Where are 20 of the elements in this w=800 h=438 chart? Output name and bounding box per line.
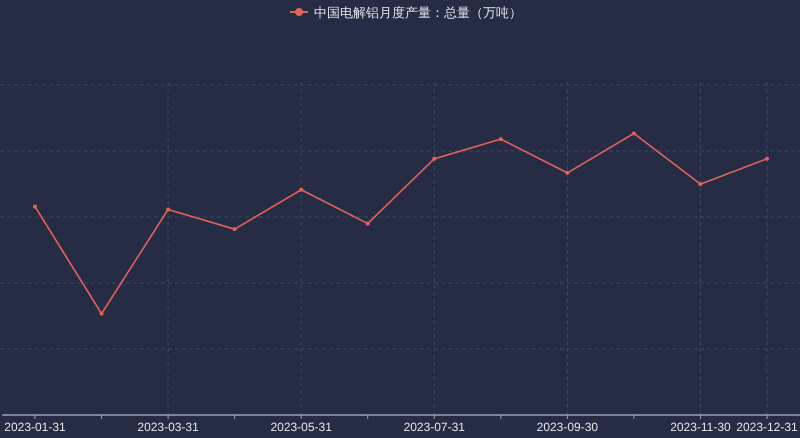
- x-tick-label: 2023-09-30: [536, 420, 598, 434]
- x-tick-label: 2023-07-31: [404, 420, 466, 434]
- point: [765, 156, 769, 161]
- point: [632, 131, 636, 136]
- point: [498, 137, 503, 142]
- legend-label: 中国电解铝月度产量：总量（万吨）: [314, 5, 522, 20]
- point: [232, 227, 237, 232]
- x-tick-label: 2023-05-31: [270, 420, 332, 434]
- point: [100, 312, 104, 316]
- x-tick-label: 2023-03-31: [137, 420, 200, 434]
- point: [33, 204, 37, 209]
- x-tick-label: 2023-12-31: [736, 420, 798, 434]
- point: [698, 182, 702, 186]
- point: [432, 156, 436, 161]
- point: [366, 222, 370, 226]
- point: [565, 170, 570, 175]
- x-tick-label: 2023-11-30: [670, 420, 732, 434]
- x-tick-label: 2023-01-31: [4, 420, 66, 434]
- point: [299, 188, 304, 192]
- point: [166, 207, 170, 212]
